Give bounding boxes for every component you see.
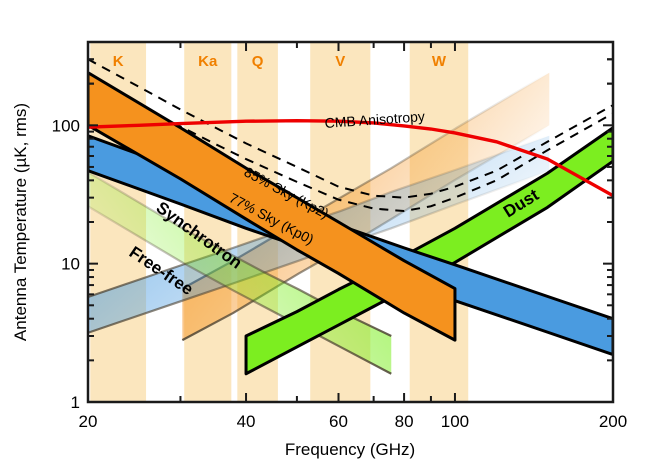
y-tick-label-10: 10 (61, 255, 80, 274)
plot-data-area (88, 58, 613, 376)
band-label-k: K (113, 53, 124, 70)
band-label-ka: Ka (198, 53, 218, 70)
x-tick-label-80: 80 (395, 412, 414, 431)
band-label-w: W (432, 53, 447, 70)
x-tick-label-40: 40 (237, 412, 256, 431)
x-axis-label: Frequency (GHz) (285, 440, 415, 459)
frequency-band-labels: K Ka Q V W (113, 53, 447, 70)
band-label-q: Q (252, 53, 264, 70)
frequency-band-ka (184, 42, 232, 402)
cmb-anisotropy-label: CMB Anisotropy (324, 108, 425, 131)
y-tick-label-100: 100 (52, 116, 80, 135)
sky-cut-dashed-curves (88, 58, 613, 213)
y-tick-label-1: 1 (71, 393, 80, 412)
cmb-anisotropy-curve (88, 118, 613, 198)
x-axis-tick-labels: 20 40 60 80 100 200 (79, 412, 628, 431)
x-tick-label-60: 60 (329, 412, 348, 431)
x-tick-label-100: 100 (441, 412, 469, 431)
y-axis-label: Antenna Temperature (µK, rms) (11, 103, 30, 341)
y-axis-tick-labels: 100 10 1 (52, 116, 80, 412)
dashed-curve-77-sky-kp0- (88, 78, 613, 213)
free-free-ghost-edge2 (88, 169, 550, 334)
dashed-curve-85-sky-kp2- (88, 58, 613, 199)
component-bands (88, 71, 613, 376)
axis-ticks (87, 41, 614, 403)
x-tick-label-20: 20 (79, 412, 98, 431)
band-synchrotron (88, 71, 457, 342)
frequency-band-w (409, 42, 469, 402)
band-label-v: V (335, 53, 345, 70)
x-tick-label-200: 200 (599, 412, 627, 431)
dust-ghost-edge2 (88, 204, 392, 375)
cmb-anisotropy-line (88, 118, 613, 198)
